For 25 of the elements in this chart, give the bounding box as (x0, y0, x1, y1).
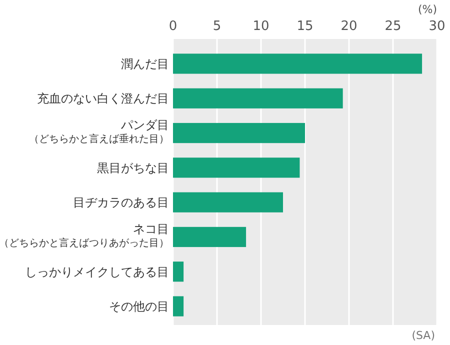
y-tick-label: その他の目 (109, 299, 169, 314)
y-tick-label: ネコ目（どちらかと言えばつりあがった目） (0, 222, 169, 249)
y-tick-label: 充血のない白く澄んだ目 (37, 92, 169, 106)
bar (173, 296, 184, 316)
x-tick-label: 20 (340, 19, 358, 34)
y-tick-label: しっかりメイクしてある目 (25, 264, 169, 279)
x-tick-label: 25 (384, 19, 402, 34)
x-tick-label: 10 (252, 19, 270, 34)
x-axis-title: (%) (418, 3, 437, 16)
bar (173, 158, 300, 178)
x-tick-label: 15 (296, 19, 314, 34)
bar (173, 262, 184, 282)
bar (173, 88, 343, 108)
bar (173, 226, 246, 248)
y-tick-label: パンダ目（どちらかと言えば垂れた目） (29, 118, 169, 146)
y-tick-label: 潤んだ目 (121, 56, 169, 71)
bar (173, 192, 283, 212)
x-tick-label: 0 (168, 19, 178, 34)
text: (SA) (412, 329, 435, 342)
y-tick-label: 黒目がちな目 (97, 160, 169, 175)
bar (173, 54, 422, 74)
y-tick-label: 目ヂカラのある目 (73, 196, 169, 210)
x-tick-label: 5 (212, 19, 222, 34)
bar (173, 122, 305, 144)
x-tick-label: 30 (428, 19, 446, 34)
